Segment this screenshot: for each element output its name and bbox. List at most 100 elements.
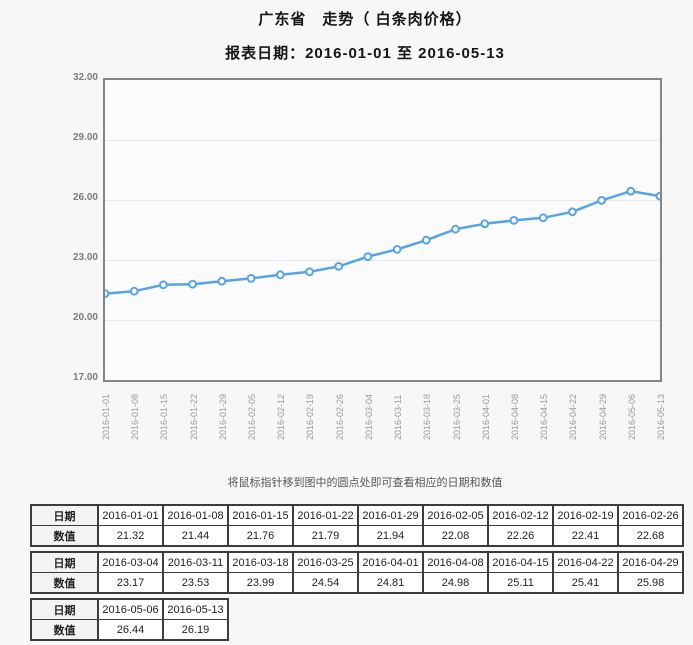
x-axis-label: 2016-04-22: [568, 393, 579, 440]
y-axis-label: 32.00: [72, 72, 98, 83]
y-axis-label: 26.00: [72, 192, 98, 203]
grid-line: [105, 260, 660, 261]
data-point[interactable]: [334, 262, 344, 271]
x-axis-label: 2016-02-26: [334, 393, 345, 440]
data-point[interactable]: [159, 280, 168, 290]
x-axis-label: 2016-02-12: [276, 393, 287, 440]
line-chart: [105, 186, 660, 298]
data-point[interactable]: [480, 219, 490, 229]
hover-note: 将鼠标指针移到图中的圆点处即可查看相应的日期和数值: [227, 477, 503, 489]
data-table: 日期 2016-05-06 2016-05-13 数值 26.44 26.19: [30, 598, 229, 641]
value-header-cell: 数值: [30, 525, 99, 547]
table-row-dates: 日期 2016-03-04 2016-03-11 2016-03-18 2016-03-…: [30, 551, 684, 573]
x-axis-label: 2016-02-19: [305, 393, 316, 440]
plot-area: [103, 78, 662, 382]
value-cell: 26.19: [162, 619, 229, 641]
data-point[interactable]: [392, 245, 402, 254]
page-title: 广东省 走势（ 白条肉价格）: [258, 11, 472, 28]
y-axis-label: 29.00: [72, 132, 98, 143]
value-cell: 24.54: [292, 572, 359, 594]
x-axis-label: 2016-04-29: [597, 393, 608, 440]
value-cell: 22.68: [617, 525, 684, 547]
table-row-values: 数值 21.32 21.44 21.76 21.79 21.94 22.08 22.26 22.…: [30, 525, 684, 547]
data-point[interactable]: [105, 289, 110, 298]
x-axis-label: 2016-04-01: [480, 393, 491, 440]
data-point[interactable]: [538, 213, 548, 223]
x-axis-label: 2016-04-08: [509, 393, 520, 440]
data-point[interactable]: [188, 279, 197, 289]
value-cell: 23.99: [227, 572, 294, 594]
x-axis-label: 2016-03-18: [422, 393, 433, 440]
date-cell: 2016-04-29: [617, 551, 684, 573]
data-point[interactable]: [626, 186, 636, 196]
data-point[interactable]: [129, 286, 139, 296]
value-cell: 23.17: [97, 572, 164, 594]
date-cell: 2016-03-18: [227, 551, 294, 573]
date-cell: 2016-02-26: [617, 504, 684, 526]
date-cell: 2016-01-22: [292, 504, 359, 526]
date-cell: 2016-04-15: [487, 551, 554, 573]
date-cell: 2016-03-04: [97, 551, 164, 573]
date-cell: 2016-01-15: [227, 504, 294, 526]
table-row-values: 数值 23.17 23.53 23.99 24.54 24.81 24.98 25.11 25.…: [30, 572, 684, 594]
x-axis-label: 2016-03-25: [451, 393, 462, 440]
value-cell: 26.44: [97, 619, 164, 641]
value-cell: 21.76: [227, 525, 294, 547]
data-point[interactable]: [509, 216, 519, 225]
data-point[interactable]: [246, 274, 256, 283]
price-line: [105, 189, 660, 295]
date-header-cell: 日期: [30, 504, 99, 526]
x-axis-label: 2016-04-15: [539, 393, 550, 440]
date-cell: 2016-05-13: [162, 598, 229, 620]
data-point[interactable]: [275, 270, 285, 280]
value-cell: 24.98: [422, 572, 489, 594]
value-cell: 21.79: [292, 525, 359, 547]
report-date: 报表日期：2016-01-01 至 2016-05-13: [225, 45, 505, 62]
table-row-dates: 日期 2016-05-06 2016-05-13: [30, 598, 229, 620]
data-point[interactable]: [568, 207, 577, 217]
data-point[interactable]: [597, 196, 607, 205]
grid-line: [105, 200, 660, 201]
data-point[interactable]: [363, 252, 373, 262]
date-cell: 2016-03-25: [292, 551, 359, 573]
x-axis-label: 2016-01-29: [217, 393, 228, 440]
grid-line: [105, 320, 660, 321]
date-cell: 2016-01-01: [97, 504, 164, 526]
x-axis-label: 2016-05-13: [656, 393, 666, 440]
table-row-values: 数值 26.44 26.19: [30, 619, 229, 641]
data-point[interactable]: [421, 235, 431, 245]
x-axis-label: 2016-01-15: [159, 393, 170, 440]
value-cell: 21.32: [97, 525, 164, 547]
data-point[interactable]: [451, 224, 460, 234]
x-axis-label: 2016-01-22: [188, 393, 199, 440]
value-cell: 21.44: [162, 525, 229, 547]
data-point[interactable]: [217, 276, 227, 286]
date-header-cell: 日期: [30, 598, 99, 620]
date-cell: 2016-01-29: [357, 504, 424, 526]
x-axis-label: 2016-01-01: [101, 393, 111, 440]
date-cell: 2016-02-05: [422, 504, 489, 526]
value-cell: 22.08: [422, 525, 489, 547]
data-point[interactable]: [305, 267, 314, 277]
x-axis-label: 2016-05-06: [626, 393, 637, 440]
x-axis-label: 2016-01-08: [130, 393, 141, 440]
date-cell: 2016-04-22: [552, 551, 619, 573]
value-cell: 25.11: [487, 572, 554, 594]
value-cell: 22.41: [552, 525, 619, 547]
date-cell: 2016-04-01: [357, 551, 424, 573]
y-axis-label: 17.00: [72, 372, 98, 383]
data-tables: 日期 2016-01-01 2016-01-08 2016-01-15 2016-01-…: [30, 504, 684, 645]
table-row-dates: 日期 2016-01-01 2016-01-08 2016-01-15 2016-01-…: [30, 504, 684, 526]
y-axis-label: 23.00: [72, 252, 98, 263]
value-cell: 23.53: [162, 572, 229, 594]
value-cell: 25.41: [552, 572, 619, 594]
y-axis-label: 20.00: [72, 312, 98, 323]
date-cell: 2016-03-11: [162, 551, 229, 573]
value-cell: 24.81: [357, 572, 424, 594]
value-cell: 21.94: [357, 525, 424, 547]
x-axis-label: 2016-03-11: [393, 394, 404, 440]
date-header-cell: 日期: [30, 551, 99, 573]
value-cell: 22.26: [487, 525, 554, 547]
data-point[interactable]: [655, 191, 660, 201]
date-cell: 2016-01-08: [162, 504, 229, 526]
